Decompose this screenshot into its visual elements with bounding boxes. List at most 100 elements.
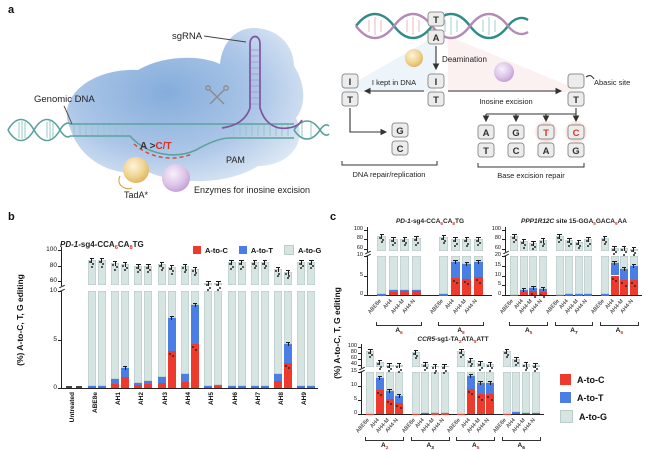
y-tick bbox=[358, 353, 361, 355]
data-point bbox=[543, 243, 546, 245]
error-bar-line bbox=[389, 362, 391, 368]
a-to-c-swatch bbox=[193, 246, 201, 254]
bar-a-to-g bbox=[297, 291, 306, 387]
error-bar-line bbox=[137, 263, 139, 269]
data-point bbox=[253, 267, 256, 270]
bar-a-to-g bbox=[111, 263, 120, 285]
bar-a-to-t bbox=[87, 386, 96, 388]
error-bar-line bbox=[454, 259, 456, 264]
panel-c-chart-ccr5: CCR5-sg1-TA2ATA5ATT 40 60 80 100 0 5 10 15 ABE8e A… bbox=[346, 336, 556, 450]
data-point bbox=[624, 251, 627, 254]
bar-a-to-t bbox=[385, 391, 394, 399]
genomic-dna-pointer bbox=[63, 105, 73, 125]
data-point bbox=[505, 356, 508, 359]
data-point bbox=[172, 355, 175, 358]
y-tick-label: 0 bbox=[497, 291, 501, 297]
data-point bbox=[634, 284, 637, 287]
data-point bbox=[265, 264, 268, 267]
data-point bbox=[452, 280, 455, 283]
data-point bbox=[125, 267, 128, 270]
bar-a-to-g bbox=[375, 372, 384, 378]
data-point bbox=[441, 367, 444, 370]
data-point bbox=[605, 241, 608, 244]
bar-label: ABE8e bbox=[590, 298, 606, 316]
y-axis-lower bbox=[505, 256, 506, 295]
error-bar-line bbox=[124, 365, 126, 370]
bar-a-to-c bbox=[466, 388, 475, 414]
bar-a-to-t bbox=[629, 265, 638, 281]
bar-a-to-g bbox=[388, 256, 398, 291]
group-bracket-tick bbox=[448, 437, 450, 440]
data-point bbox=[464, 240, 467, 243]
group-label: AH8 bbox=[278, 392, 286, 406]
a-to-g-swatch bbox=[560, 410, 573, 423]
dsdna-helix bbox=[355, 12, 529, 40]
data-point bbox=[122, 265, 125, 267]
bar-a-to-c bbox=[395, 402, 404, 414]
error-bar-line bbox=[604, 235, 606, 241]
data-point bbox=[169, 353, 172, 356]
svg-text:T: T bbox=[483, 146, 489, 157]
data-point bbox=[288, 366, 291, 369]
bar-label: ABE8e bbox=[499, 298, 516, 316]
data-point bbox=[452, 240, 455, 243]
bar-a-to-g bbox=[529, 242, 538, 251]
panel-c-label: c bbox=[330, 211, 337, 223]
bar-a-to-c bbox=[111, 384, 120, 388]
bar-a-to-c bbox=[486, 394, 495, 414]
legend-item-a-to-g: A-to-G bbox=[560, 410, 607, 423]
bar-a-to-g bbox=[411, 372, 420, 414]
data-point bbox=[480, 398, 483, 401]
bar-a-to-g bbox=[584, 256, 593, 295]
error-bar-line bbox=[287, 342, 289, 347]
y-tick bbox=[358, 365, 361, 367]
bar-a-to-c bbox=[375, 390, 384, 414]
data-point bbox=[516, 361, 519, 364]
group-label: AH1 bbox=[115, 392, 123, 406]
bar-a-to-g bbox=[555, 256, 564, 295]
data-point bbox=[195, 271, 198, 274]
bar-a-to-c bbox=[237, 387, 246, 388]
bar-a-to-t bbox=[121, 367, 130, 378]
data-point bbox=[477, 244, 480, 247]
group-bracket-tick bbox=[410, 437, 412, 440]
data-point bbox=[461, 353, 464, 356]
y-tick bbox=[364, 248, 367, 250]
data-point bbox=[396, 404, 399, 407]
data-point bbox=[396, 366, 399, 369]
data-point bbox=[475, 239, 478, 242]
data-point bbox=[182, 266, 185, 269]
y-tick-label: 15 bbox=[494, 261, 501, 268]
error-bar-line bbox=[277, 267, 279, 273]
group-bracket-tick bbox=[482, 322, 484, 325]
bar-a-to-g bbox=[87, 291, 96, 387]
data-point bbox=[378, 367, 381, 370]
bar-a-to-g bbox=[307, 261, 316, 285]
data-point bbox=[170, 272, 173, 275]
bar-a-to-g bbox=[531, 372, 540, 413]
data-point bbox=[455, 282, 458, 285]
y-tick-label: 60 bbox=[494, 244, 501, 251]
bar-a-to-g bbox=[297, 261, 306, 285]
group-label: AH3 bbox=[161, 392, 169, 406]
error-bar-line bbox=[369, 348, 371, 354]
group-base-label: A6 bbox=[517, 442, 525, 450]
data-point bbox=[454, 244, 457, 247]
bar-label: ABE8e bbox=[428, 298, 445, 316]
data-point bbox=[276, 274, 279, 277]
data-point bbox=[521, 242, 524, 245]
legend-item-a-to-g: A-to-G bbox=[284, 245, 321, 255]
error-bar-line bbox=[535, 362, 537, 368]
data-point bbox=[558, 241, 561, 244]
bar-a-to-g bbox=[97, 291, 106, 387]
bar-a-to-t bbox=[97, 386, 106, 388]
data-point bbox=[465, 244, 468, 247]
group-bracket bbox=[365, 440, 405, 441]
bar-a-to-t bbox=[531, 412, 540, 414]
bar-a-to-g bbox=[111, 291, 120, 380]
data-point bbox=[172, 270, 175, 273]
data-point bbox=[89, 261, 92, 264]
bar-a-to-t bbox=[462, 263, 472, 279]
error-bar-line bbox=[241, 260, 243, 266]
bar-a-to-g bbox=[157, 291, 166, 378]
